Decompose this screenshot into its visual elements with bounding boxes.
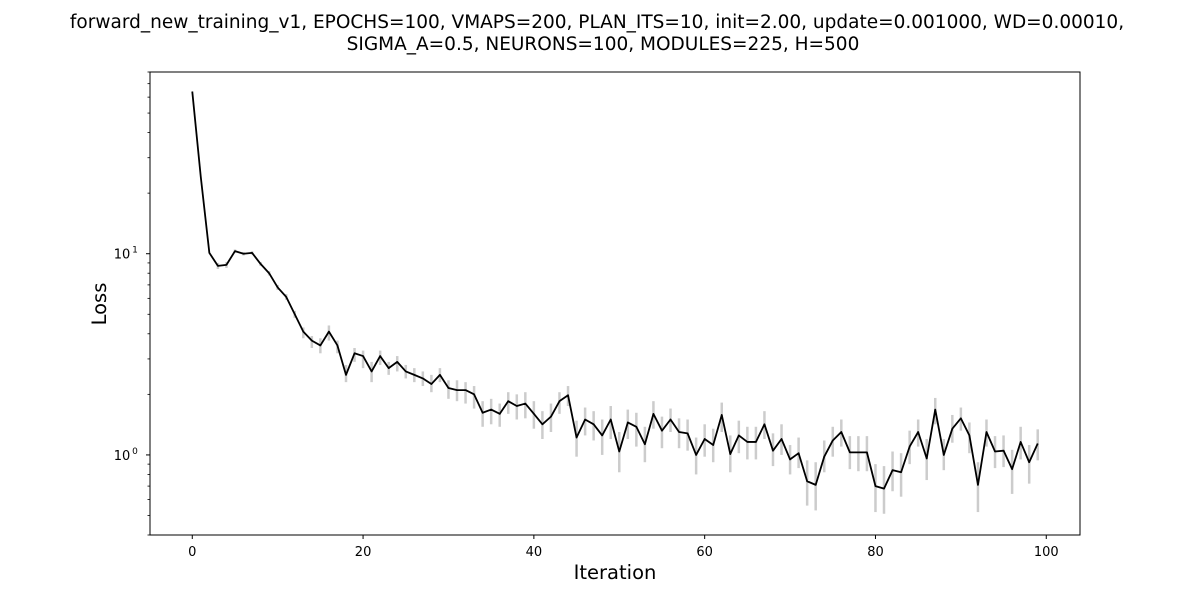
- chart-title-line-1: forward_new_training_v1, EPOCHS=100, VMA…: [70, 12, 1124, 33]
- plot-frame: [149, 71, 1081, 536]
- x-axis-label: Iteration: [574, 561, 657, 584]
- x-axis: 0 20 40 60 80 100: [188, 535, 1059, 560]
- x-tick-label: 0: [188, 545, 196, 560]
- y-tick-label-exponent: 1: [132, 246, 138, 256]
- y-axis-label: Loss: [88, 283, 111, 326]
- x-tick-label: 60: [696, 545, 713, 560]
- errorbars: [216, 249, 1039, 514]
- x-tick-label: 20: [355, 545, 372, 560]
- loss-line-series-0: [191, 91, 1039, 490]
- x-tick-label: 80: [867, 545, 884, 560]
- chart-title-line-2: SIGMA_A=0.5, NEURONS=100, MODULES=225, H…: [347, 34, 860, 55]
- x-tick-label: 40: [526, 545, 543, 560]
- x-tick-label: 100: [1034, 545, 1059, 560]
- series-lines: [191, 91, 1039, 490]
- y-tick-label: 10: [114, 449, 131, 464]
- y-tick-label: 10: [114, 248, 131, 263]
- y-tick-label-exponent: 0: [132, 447, 138, 457]
